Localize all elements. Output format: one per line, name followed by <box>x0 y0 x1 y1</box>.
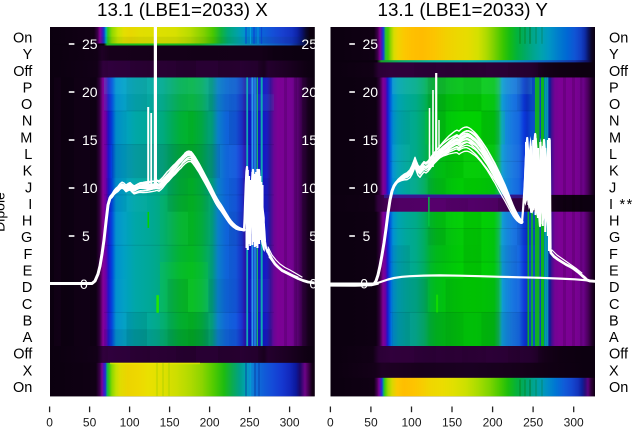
svg-text:25: 25 <box>301 36 317 52</box>
svg-text:On: On <box>13 380 32 396</box>
svg-text:M: M <box>609 130 621 146</box>
svg-text:J: J <box>609 180 616 196</box>
svg-text:**: ** <box>620 197 634 213</box>
svg-text:0: 0 <box>360 276 368 292</box>
svg-text:L: L <box>609 147 617 163</box>
svg-text:5: 5 <box>82 228 90 244</box>
svg-text:5: 5 <box>363 228 371 244</box>
svg-text:300: 300 <box>564 416 584 430</box>
svg-text:On: On <box>13 31 32 47</box>
svg-text:Y: Y <box>609 47 619 63</box>
svg-text:X: X <box>23 363 33 379</box>
svg-text:K: K <box>609 164 619 180</box>
svg-text:Y: Y <box>23 47 33 63</box>
svg-text:A: A <box>609 330 619 346</box>
svg-text:O: O <box>609 97 620 113</box>
svg-text:J: J <box>25 180 32 196</box>
svg-text:F: F <box>609 247 618 263</box>
svg-text:15: 15 <box>301 132 317 148</box>
svg-text:20: 20 <box>301 84 317 100</box>
svg-text:15: 15 <box>363 132 379 148</box>
svg-text:P: P <box>23 80 33 96</box>
svg-text:G: G <box>21 230 32 246</box>
svg-text:200: 200 <box>483 416 503 430</box>
svg-text:B: B <box>23 313 33 329</box>
svg-text:Off: Off <box>609 347 629 363</box>
svg-text:Off: Off <box>609 64 629 80</box>
svg-text:B: B <box>609 313 619 329</box>
svg-text:H: H <box>609 214 619 230</box>
svg-text:E: E <box>609 263 619 279</box>
svg-text:150: 150 <box>442 416 462 430</box>
svg-text:C: C <box>609 297 619 313</box>
svg-text:L: L <box>24 147 32 163</box>
svg-text:10: 10 <box>301 180 317 196</box>
svg-text:Off: Off <box>13 347 33 363</box>
svg-text:0: 0 <box>309 276 317 292</box>
svg-text:K: K <box>23 164 33 180</box>
svg-text:5: 5 <box>309 228 317 244</box>
svg-text:P: P <box>609 80 619 96</box>
svg-text:On: On <box>609 380 628 396</box>
svg-text:H: H <box>22 214 32 230</box>
svg-text:20: 20 <box>363 84 379 100</box>
svg-text:50: 50 <box>364 416 378 430</box>
svg-text:I: I <box>609 197 613 213</box>
svg-text:O: O <box>21 97 32 113</box>
svg-text:0: 0 <box>327 416 334 430</box>
svg-text:20: 20 <box>82 84 98 100</box>
svg-text:G: G <box>609 230 620 246</box>
svg-text:13.1 (LBE1=2033) Y: 13.1 (LBE1=2033) Y <box>378 0 549 20</box>
svg-text:150: 150 <box>160 416 180 430</box>
svg-text:X: X <box>609 363 619 379</box>
svg-text:15: 15 <box>82 132 98 148</box>
svg-text:A: A <box>23 330 33 346</box>
svg-text:250: 250 <box>523 416 543 430</box>
svg-text:M: M <box>20 130 32 146</box>
svg-text:F: F <box>23 247 32 263</box>
svg-text:100: 100 <box>401 416 421 430</box>
svg-text:On: On <box>609 31 628 47</box>
svg-text:50: 50 <box>83 416 97 430</box>
svg-text:0: 0 <box>80 276 88 292</box>
svg-text:10: 10 <box>363 180 379 196</box>
svg-text:D: D <box>609 280 619 296</box>
svg-text:I: I <box>28 197 32 213</box>
svg-text:N: N <box>22 114 32 130</box>
svg-text:Dipole: Dipole <box>0 192 8 232</box>
svg-text:N: N <box>609 114 619 130</box>
svg-text:Off: Off <box>13 64 33 80</box>
svg-text:25: 25 <box>363 36 379 52</box>
svg-text:300: 300 <box>280 416 300 430</box>
svg-text:250: 250 <box>240 416 260 430</box>
svg-text:100: 100 <box>120 416 140 430</box>
svg-text:0: 0 <box>46 416 53 430</box>
svg-text:200: 200 <box>200 416 220 430</box>
svg-text:13.1 (LBE1=2033) X: 13.1 (LBE1=2033) X <box>97 0 268 20</box>
svg-text:D: D <box>22 280 32 296</box>
svg-text:10: 10 <box>82 180 98 196</box>
svg-text:C: C <box>22 297 32 313</box>
svg-text:E: E <box>23 263 33 279</box>
svg-text:25: 25 <box>82 36 98 52</box>
